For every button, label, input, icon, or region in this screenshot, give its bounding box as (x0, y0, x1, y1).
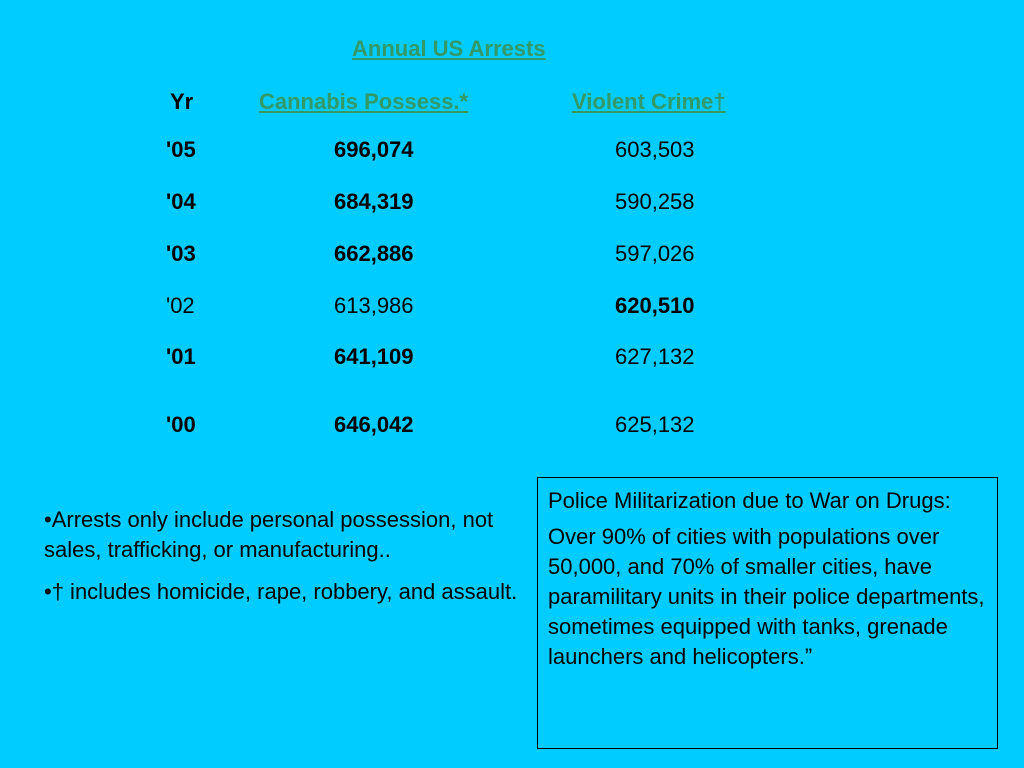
row-2001-year: '01 (166, 344, 196, 369)
row-2000-year: '00 (166, 412, 196, 437)
footnotes: •Arrests only include personal possessio… (44, 505, 534, 619)
row-2002-violent: 620,510 (615, 293, 695, 318)
column-header-violent-crime-link[interactable]: Violent Crime† (572, 89, 726, 114)
row-2004-year: '04 (166, 189, 196, 214)
footnote-arrests: •Arrests only include personal possessio… (44, 507, 494, 562)
row-2005-violent: 603,503 (615, 137, 695, 162)
row-2004-cannabis: 684,319 (334, 189, 414, 214)
row-2002-year: '02 (166, 293, 195, 318)
row-2003-year: '03 (166, 241, 196, 266)
row-2002-cannabis: 613,986 (334, 293, 414, 318)
militarization-callout-box: Police Militarization due to War on Drug… (537, 477, 998, 749)
callout-body: Over 90% of cities with populations over… (548, 524, 985, 669)
column-header-cannabis-link[interactable]: Cannabis Possess.* (259, 89, 469, 114)
row-2004-violent: 590,258 (615, 189, 695, 214)
row-2005-cannabis: 696,074 (334, 137, 414, 162)
row-2000-cannabis: 646,042 (334, 412, 414, 437)
row-2001-violent: 627,132 (615, 344, 695, 369)
row-2003-violent: 597,026 (615, 241, 695, 266)
column-header-year: Yr (170, 89, 194, 114)
row-2005-year: '05 (166, 137, 196, 162)
footnote-violent-crime: •† includes homicide, rape, robbery, and… (44, 579, 518, 604)
row-2000-violent: 625,132 (615, 412, 695, 437)
callout-heading: Police Militarization due to War on Drug… (548, 488, 951, 513)
row-2001-cannabis: 641,109 (334, 344, 414, 369)
row-2003-cannabis: 662,886 (334, 241, 414, 266)
page-title[interactable]: Annual US Arrests (352, 36, 546, 61)
